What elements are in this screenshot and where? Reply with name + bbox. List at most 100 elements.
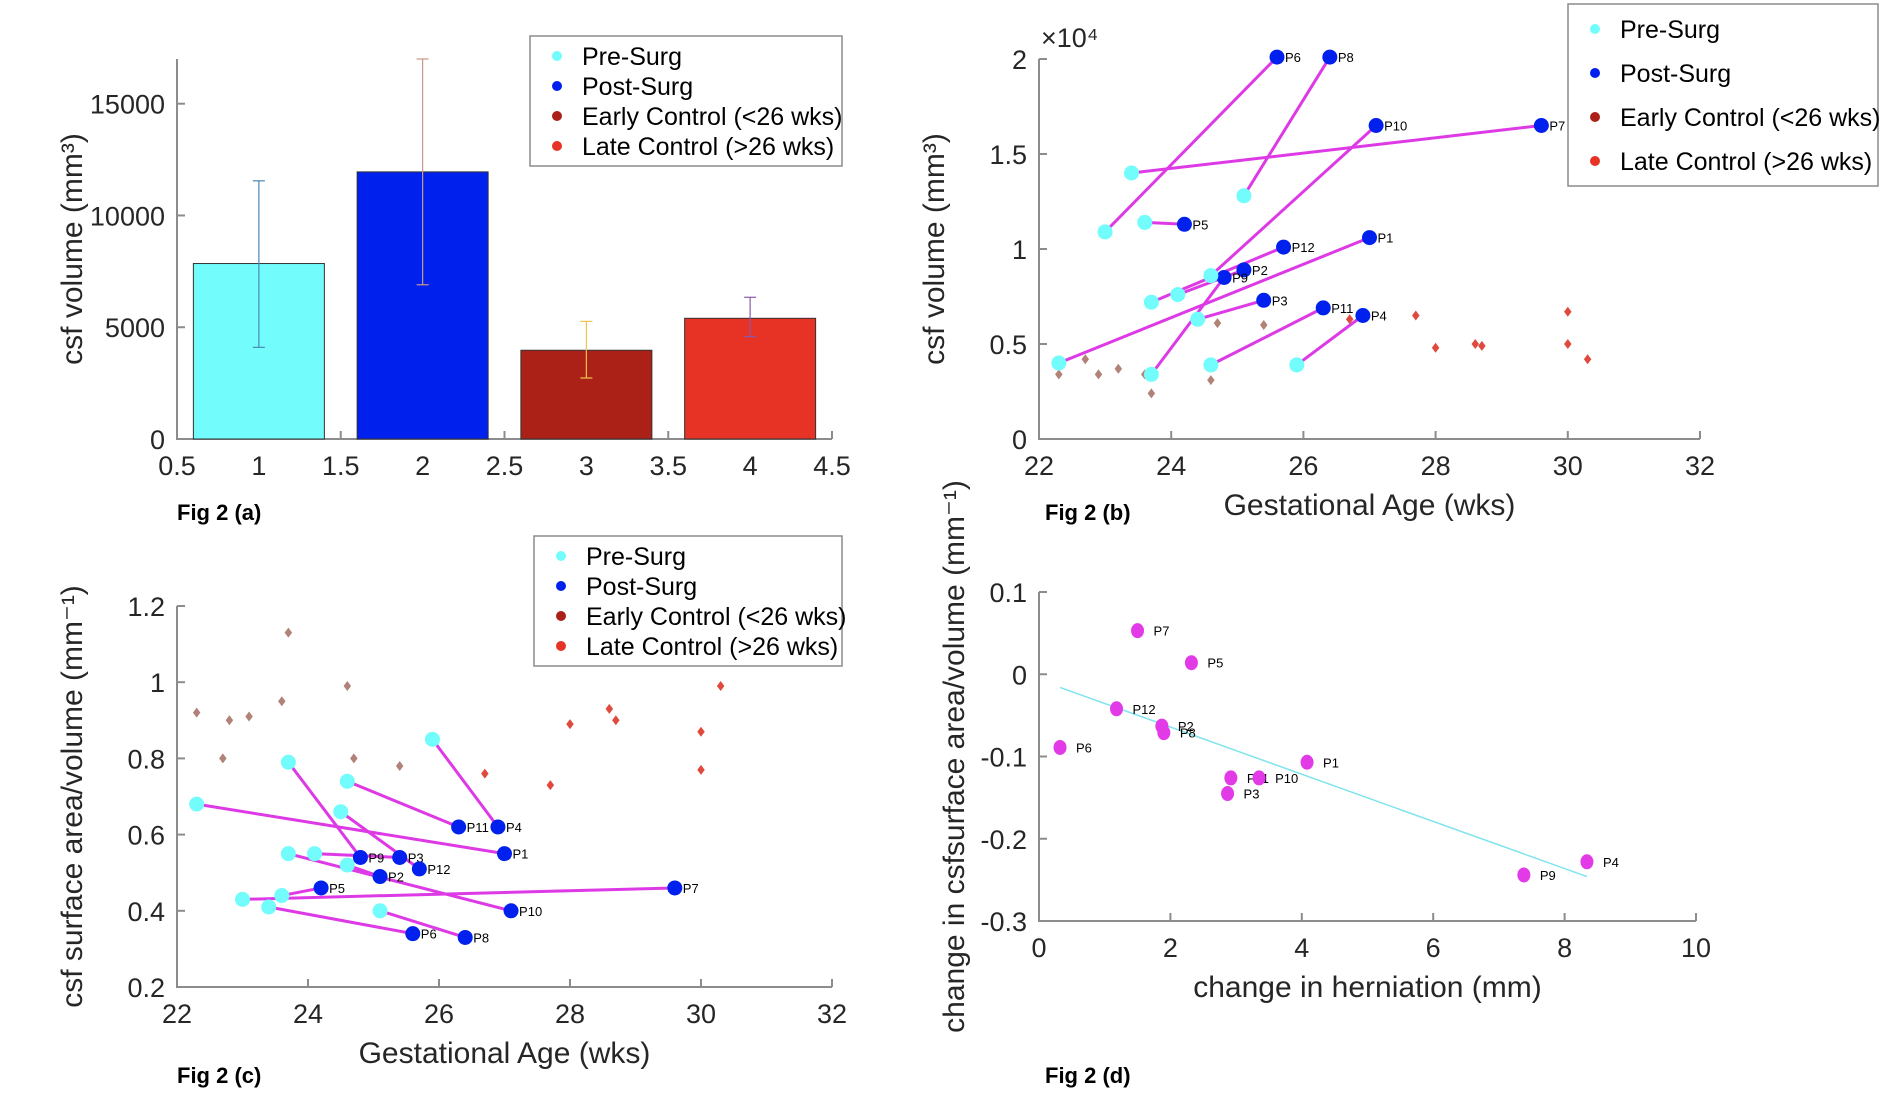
post-surg-point <box>1269 49 1285 65</box>
post-surg-point <box>313 880 329 896</box>
patient-label: P6 <box>1285 50 1301 65</box>
post-surg-point <box>451 819 467 835</box>
early-control-point <box>1081 354 1090 365</box>
patient-connector-line <box>1210 306 1324 367</box>
post-surg-point <box>497 846 512 862</box>
point-label: P4 <box>1603 855 1619 870</box>
patient-label: P3 <box>1272 293 1288 308</box>
x-axis-title: change in herniation (mm) <box>1193 971 1542 1004</box>
point-label: P8 <box>1180 726 1196 741</box>
patient-label: P10 <box>519 904 542 919</box>
early-control-point <box>1207 375 1215 386</box>
late-control-point <box>697 726 705 737</box>
post-surg-point <box>1315 300 1331 316</box>
pre-surg-point <box>1051 355 1067 371</box>
patient-label: P10 <box>1384 119 1407 134</box>
patient-connector-line <box>196 802 505 856</box>
x-tick-label: 28 <box>1421 451 1451 481</box>
panel-d: 0 2 4 6 8 10 -0.3 -0.2 -0.1 0 0.1 change in herniat… <box>938 480 1711 1088</box>
x-tick-label: 32 <box>1685 451 1715 481</box>
legend-marker-icon <box>556 641 566 651</box>
x-tick-label: 4 <box>1294 933 1309 963</box>
data-point <box>1053 739 1067 755</box>
post-surg-point <box>372 869 388 885</box>
x-tick-label: 3 <box>579 451 594 481</box>
point-label: P10 <box>1275 771 1298 786</box>
early-control-point <box>1259 320 1268 330</box>
patient-label: P12 <box>1292 240 1315 255</box>
x-tick-label: 26 <box>424 999 454 1029</box>
patient-connector-line <box>1242 56 1332 197</box>
late-control-point <box>1431 342 1440 353</box>
y-axis-title: csf volume (mm³) <box>56 133 89 365</box>
panel-c: 22 24 26 28 30 32 0.2 0.4 0.6 0.8 1 1.2 Gestational … <box>56 535 847 1088</box>
x-tick-label: 6 <box>1426 933 1441 963</box>
early-control-point <box>284 627 293 638</box>
patient-label: P2 <box>388 870 404 885</box>
y-tick-label: 0.6 <box>127 821 165 851</box>
early-control-point <box>395 761 404 772</box>
y-axis-title: change in csfsurface area/volume (mm⁻¹) <box>938 480 971 1033</box>
pre-surg-point <box>280 754 296 770</box>
legend-entry: Post-Surg <box>582 73 693 101</box>
point-label: P6 <box>1076 740 1092 755</box>
late-control-point <box>1412 310 1420 321</box>
y-tick-label: 10000 <box>90 201 165 231</box>
late-control-point <box>612 715 620 726</box>
y-tick-label: 2 <box>1012 45 1027 75</box>
late-control-point <box>1345 314 1354 325</box>
pre-surg-point <box>1097 224 1113 240</box>
legend-marker-icon <box>552 111 562 121</box>
patient-connector-line <box>1104 56 1279 233</box>
patient-connector-line <box>1209 124 1378 277</box>
figure-label: Fig 2 (d) <box>1045 1063 1131 1088</box>
patient-connector-line <box>1131 124 1542 175</box>
figure-label: Fig 2 (c) <box>177 1063 261 1088</box>
y-tick-label: -0.2 <box>980 825 1027 855</box>
post-surg-point <box>1276 239 1292 255</box>
data-point <box>1517 867 1531 883</box>
legend-marker-icon <box>1590 112 1600 122</box>
legend-entry: Early Control (<26 wks) <box>1620 104 1881 132</box>
pre-surg-point <box>339 773 355 789</box>
data-point <box>1580 854 1594 870</box>
point-label: P12 <box>1133 702 1156 717</box>
legend-marker-icon <box>1590 68 1600 78</box>
patient-connector-line <box>346 779 460 829</box>
patient-connector-line <box>268 905 414 936</box>
axis-lines <box>1038 592 1696 922</box>
patient-connector-line <box>379 909 466 939</box>
late-control-point <box>546 780 555 791</box>
early-control-point <box>192 707 201 718</box>
patient-connector-line <box>287 761 362 859</box>
y-tick-label: 1.2 <box>127 592 165 622</box>
pre-surg-point <box>1170 287 1186 303</box>
pre-surg-point <box>339 857 355 873</box>
early-control-point <box>1213 318 1222 329</box>
post-surg-point <box>457 929 473 945</box>
data-point <box>1157 725 1171 741</box>
legend-entry: Early Control (<26 wks) <box>586 603 847 631</box>
bar <box>684 317 817 440</box>
post-surg-point <box>1176 216 1192 232</box>
legend-entry: Late Control (>26 wks) <box>1620 148 1872 176</box>
late-control-point <box>1583 354 1592 365</box>
x-tick-label: 26 <box>1288 451 1318 481</box>
pre-surg-point <box>1203 268 1219 284</box>
data-point <box>1300 754 1314 770</box>
late-control-point <box>1478 340 1486 351</box>
early-control-point <box>225 715 234 726</box>
late-control-point <box>697 764 705 775</box>
x-tick-label: 4.5 <box>813 451 851 481</box>
pre-surg-point <box>235 891 250 907</box>
legend-marker-icon <box>556 581 566 591</box>
x-tick-label: 24 <box>293 999 323 1029</box>
late-control-point <box>605 703 614 714</box>
early-control-point <box>245 711 253 722</box>
post-surg-point <box>490 819 506 835</box>
pre-surg-point <box>280 846 296 862</box>
early-control-point <box>350 753 358 764</box>
point-label: P1 <box>1323 755 1339 770</box>
legend-box <box>533 535 843 667</box>
